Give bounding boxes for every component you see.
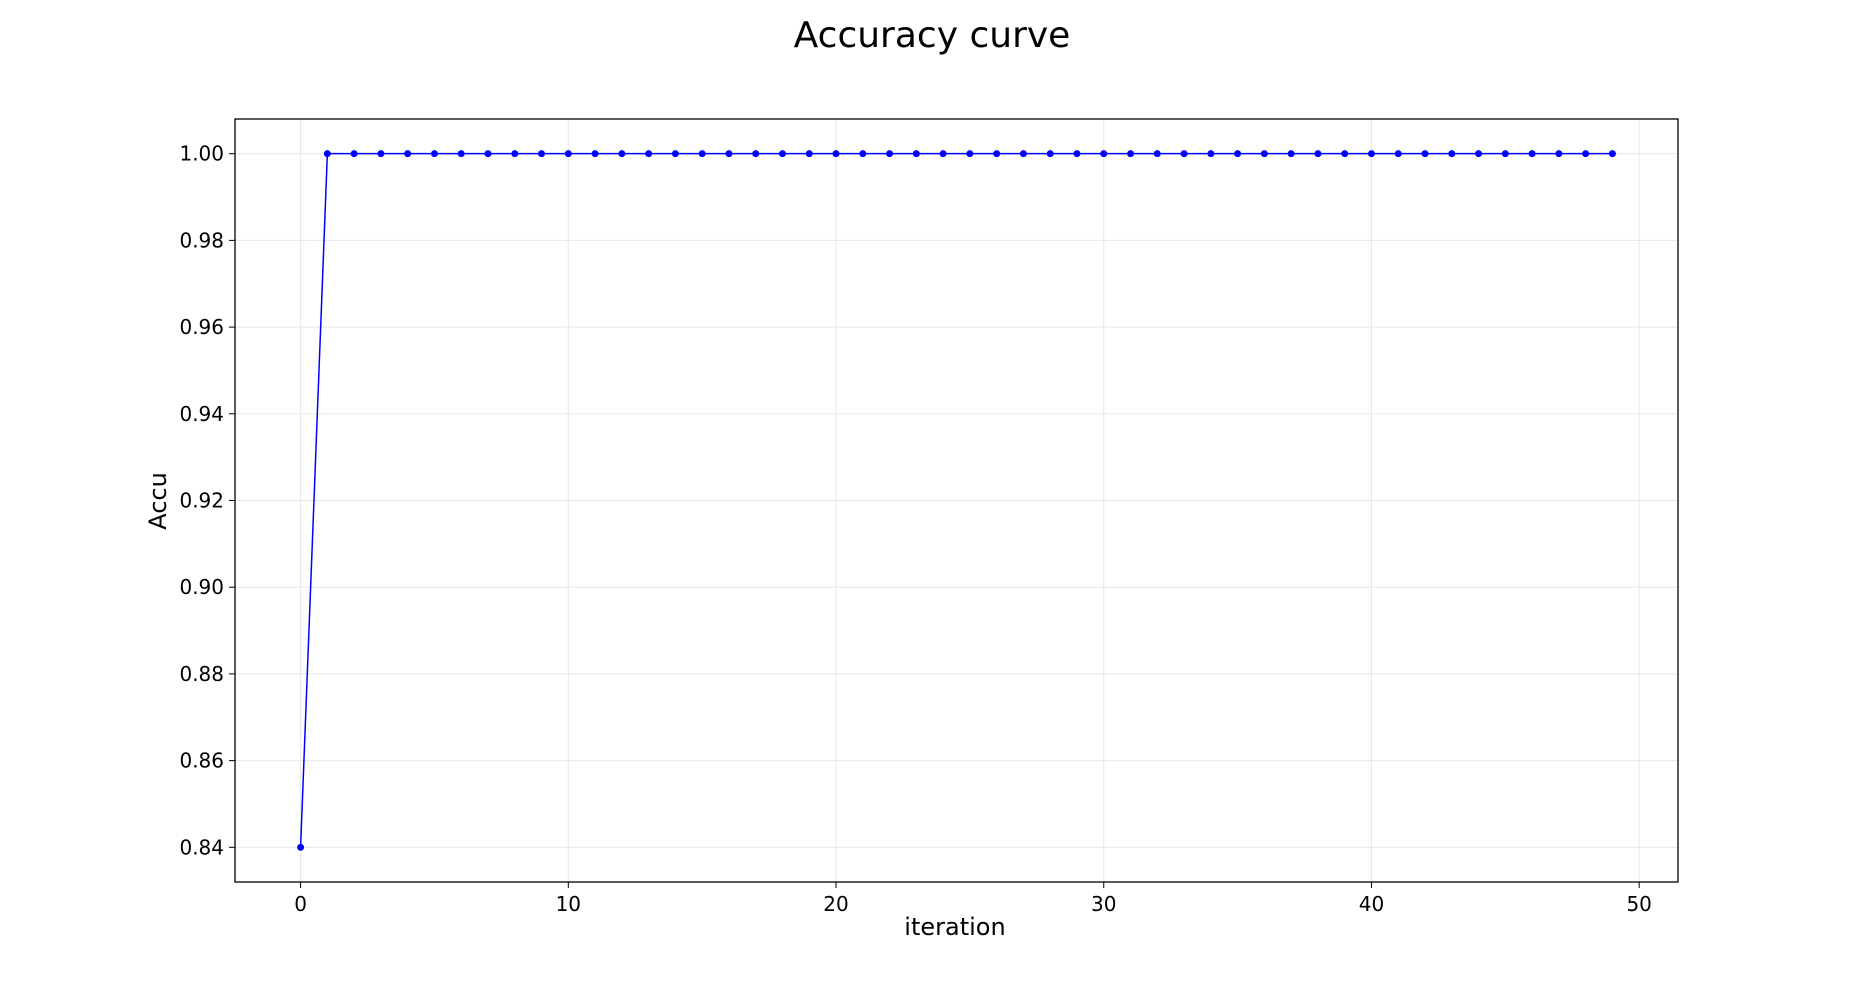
accuracy-point (511, 150, 519, 158)
accuracy-point (350, 150, 358, 158)
accuracy-point (1501, 150, 1509, 158)
accuracy-point (1234, 150, 1242, 158)
accuracy-point (1341, 150, 1349, 158)
accuracy-point (778, 150, 786, 158)
accuracy-point (1073, 150, 1081, 158)
y-tick-label: 1.00 (179, 142, 224, 166)
accuracy-point (1608, 150, 1616, 158)
accuracy-point (939, 150, 947, 158)
y-axis-ticks: 0.84 0.86 0.88 0.90 0.92 0.94 0.96 0.98 1.00 (179, 142, 235, 859)
accuracy-series-line (299, 152, 1613, 848)
accuracy-point (993, 150, 1001, 158)
x-tick-label: 50 (1626, 892, 1651, 916)
accuracy-point (1582, 150, 1590, 158)
accuracy-point (805, 150, 813, 158)
accuracy-point (404, 150, 412, 158)
y-tick-label: 0.98 (179, 228, 224, 252)
accuracy-point (1046, 150, 1054, 158)
accuracy-point (1260, 150, 1268, 158)
accuracy-point (1180, 150, 1188, 158)
accuracy-point (591, 150, 599, 158)
accuracy-point (725, 150, 733, 158)
x-tick-label: 30 (1091, 892, 1116, 916)
y-axis-label: Accu (144, 472, 172, 530)
accuracy-point (457, 150, 465, 158)
accuracy-point (430, 150, 438, 158)
accuracy-point (645, 150, 653, 158)
accuracy-point (297, 843, 305, 851)
accuracy-point (1153, 150, 1161, 158)
x-tick-label: 40 (1359, 892, 1384, 916)
accuracy-point (1100, 150, 1108, 158)
accuracy-point (1394, 150, 1402, 158)
accuracy-point (618, 150, 626, 158)
x-tick-label: 0 (294, 892, 307, 916)
y-tick-label: 0.94 (179, 402, 224, 426)
x-axis-label: iteration (904, 913, 1005, 941)
accuracy-point (1127, 150, 1135, 158)
accuracy-point (832, 150, 840, 158)
accuracy-point (912, 150, 920, 158)
accuracy-point (484, 150, 492, 158)
y-tick-label: 0.96 (179, 315, 224, 339)
accuracy-point (1314, 150, 1322, 158)
accuracy-point (1475, 150, 1483, 158)
x-tick-label: 20 (823, 892, 848, 916)
accuracy-point (1207, 150, 1215, 158)
y-tick-label: 0.86 (179, 749, 224, 773)
chart-title: Accuracy curve (794, 15, 1071, 56)
accuracy-point (323, 150, 331, 158)
accuracy-point (1528, 150, 1536, 158)
accuracy-point (698, 150, 706, 158)
accuracy-point (671, 150, 679, 158)
accuracy-point (1287, 150, 1295, 158)
accuracy-point (886, 150, 894, 158)
accuracy-point (966, 150, 974, 158)
accuracy-point (538, 150, 546, 158)
accuracy-point (1421, 150, 1429, 158)
x-axis-ticks: 0 10 20 30 40 50 (294, 882, 1652, 916)
y-tick-label: 0.88 (179, 662, 224, 686)
y-tick-label: 0.92 (179, 489, 224, 513)
accuracy-point (1448, 150, 1456, 158)
x-tick-label: 10 (556, 892, 581, 916)
y-tick-label: 0.84 (179, 835, 224, 859)
accuracy-point (1019, 150, 1027, 158)
y-tick-label: 0.90 (179, 575, 224, 599)
accuracy-point (1555, 150, 1563, 158)
accuracy-point (1367, 150, 1375, 158)
grid-lines (235, 119, 1678, 882)
accuracy-point (377, 150, 385, 158)
accuracy-point (859, 150, 867, 158)
accuracy-point (564, 150, 572, 158)
series-layer (297, 150, 1616, 851)
accuracy-point (752, 150, 760, 158)
